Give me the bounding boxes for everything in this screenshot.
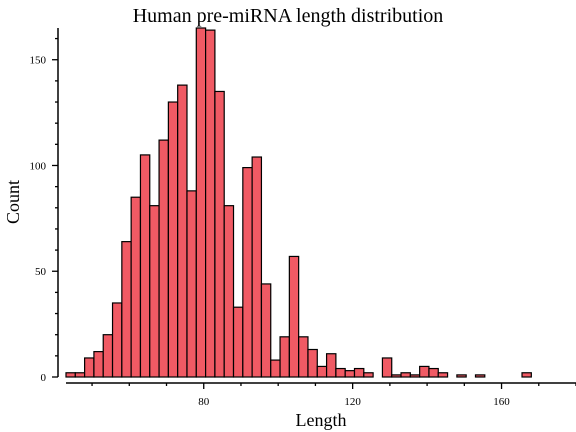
chart-title: Human pre-miRNA length distribution: [133, 5, 444, 27]
histogram-bar: [363, 372, 374, 378]
histogram-bar: [139, 154, 151, 378]
x-axis: 80 120 160: [66, 382, 576, 408]
y-tick-label: 150: [30, 55, 47, 67]
histogram-bar: [158, 139, 169, 378]
x-axis-label: Length: [296, 410, 347, 430]
histogram-bar: [279, 336, 290, 378]
histogram-bar: [102, 334, 114, 378]
histogram-bar: [409, 374, 421, 378]
histogram-bar: [111, 302, 123, 378]
histogram-bar: [251, 156, 263, 378]
histogram-bar: [288, 255, 300, 378]
histogram-bar: [474, 374, 486, 378]
histogram-bar: [130, 196, 142, 378]
histogram-bar: [353, 367, 365, 378]
histogram-bar: [316, 365, 328, 378]
histogram-bar: [93, 351, 104, 378]
histogram-bar: [167, 101, 179, 378]
histogram-bar: [195, 27, 207, 378]
x-tick-label: 120: [344, 396, 361, 408]
histogram-bar: [400, 372, 411, 378]
histogram-bar: [391, 374, 402, 378]
histogram-bar: [325, 353, 337, 378]
y-axis: 0 50 100 150: [30, 28, 59, 384]
y-tick-label: 0: [41, 372, 47, 384]
y-axis-label: Count: [3, 180, 23, 224]
histogram-bar: [335, 367, 346, 378]
histogram-bar: [65, 372, 76, 378]
y-tick-label: 50: [35, 266, 47, 278]
x-tick-label: 160: [493, 396, 510, 408]
histogram-bar: [214, 90, 225, 378]
histogram-bar: [419, 365, 430, 378]
histogram-bar: [260, 283, 272, 378]
histogram-bar: [74, 372, 86, 378]
histogram-bar: [307, 348, 318, 378]
histogram-bar: [223, 205, 235, 378]
histogram-bar: [177, 84, 188, 378]
histogram-bar: [456, 374, 467, 378]
histogram-bar: [298, 336, 309, 378]
histogram-bar: [232, 306, 244, 378]
histogram-bar: [242, 167, 253, 378]
histogram-bar: [149, 205, 160, 378]
histogram-bar: [84, 357, 95, 378]
histogram-bar: [344, 370, 356, 378]
histogram-bar: [381, 357, 393, 378]
histogram-bar: [428, 367, 439, 378]
histogram-bar: [204, 29, 216, 378]
bars-group: [65, 27, 532, 378]
histogram-bar: [521, 372, 532, 378]
histogram-bar: [437, 372, 449, 378]
y-tick-label: 100: [30, 160, 47, 172]
histogram-bar: [270, 359, 281, 378]
x-tick-label: 80: [198, 396, 210, 408]
histogram-bar: [121, 241, 132, 378]
histogram-bar: [186, 190, 197, 378]
